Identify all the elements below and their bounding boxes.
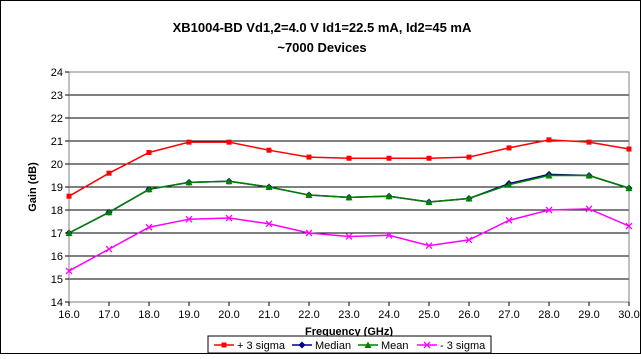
series-mean [65, 172, 633, 236]
data-point [145, 185, 153, 193]
x-tick-label: 22.0 [298, 309, 319, 321]
data-point [506, 145, 512, 151]
y-tick-label: 18 [51, 205, 63, 217]
data-point [545, 172, 553, 179]
data-point [345, 232, 353, 240]
legend-label: + 3 sigma [237, 340, 286, 352]
chart-title: XB1004-BD Vd1,2=4.0 V Id1=22.5 mA, Id2=4… [173, 20, 472, 35]
legend-swatch-marker [364, 341, 372, 348]
legend-entry: - 3 sigma [417, 340, 486, 352]
legend-swatch-marker [423, 341, 431, 349]
x-axis-label: Frequency (GHz) [305, 326, 393, 338]
x-tick-label: 19.0 [178, 309, 199, 321]
data-point [185, 215, 193, 223]
legend-swatch-marker [298, 341, 306, 349]
data-point [625, 222, 633, 230]
legend-label: Median [315, 340, 351, 352]
data-point [385, 231, 393, 239]
y-tick-label: 16 [51, 251, 63, 263]
y-axis: 14 15 16 17 18 19 20 21 22 23 24 [51, 67, 69, 309]
data-point [386, 155, 392, 161]
x-tick-label: 21.0 [258, 309, 279, 321]
data-point [225, 177, 233, 185]
data-point [425, 198, 433, 205]
x-tick-label: 16.0 [58, 309, 79, 321]
data-point [585, 205, 593, 213]
data-point [65, 229, 73, 236]
x-tick-label: 20.0 [218, 309, 239, 321]
legend-box [207, 335, 492, 354]
data-point [185, 178, 193, 186]
data-point [466, 154, 472, 160]
data-point [465, 236, 473, 244]
data-point [305, 229, 313, 237]
y-tick-label: 17 [51, 228, 63, 240]
series-3-sigma [66, 137, 632, 199]
y-tick-label: 14 [51, 297, 63, 309]
chart-subtitle: ~7000 Devices [277, 40, 366, 55]
x-tick-label: 30.0 [618, 309, 639, 321]
data-point [425, 242, 433, 250]
legend: + 3 sigma Median Mean - 3 sigma [214, 340, 486, 352]
data-point [626, 146, 632, 152]
data-point [585, 172, 593, 179]
data-point [66, 193, 72, 199]
data-point [505, 216, 513, 224]
x-tick-label: 28.0 [538, 309, 559, 321]
y-tick-label: 22 [51, 113, 63, 125]
data-point [345, 193, 353, 201]
data-point [505, 181, 513, 188]
data-point [105, 245, 113, 253]
data-point [65, 267, 73, 275]
x-tick-label: 25.0 [418, 309, 439, 321]
y-tick-label: 23 [51, 90, 63, 102]
x-tick-label: 23.0 [338, 309, 359, 321]
x-tick-label: 18.0 [138, 309, 159, 321]
x-axis: 16.0 17.0 18.0 19.0 20.0 21.0 22.0 23.0 24.0 25.0… [58, 302, 640, 321]
data-point [625, 184, 633, 192]
x-tick-label: 27.0 [498, 309, 519, 321]
y-tick-label: 21 [51, 136, 63, 148]
legend-entry: Mean [358, 340, 409, 352]
data-point [265, 183, 273, 190]
legend-swatch-marker [221, 342, 227, 348]
y-tick-label: 19 [51, 182, 63, 194]
x-tick-label: 24.0 [378, 309, 399, 321]
data-point [186, 139, 192, 145]
series-3-sigma [65, 205, 633, 275]
data-point [145, 223, 153, 231]
y-tick-label: 24 [51, 67, 63, 79]
data-point [266, 147, 272, 153]
y-axis-label: Gain (dB) [27, 162, 39, 212]
legend-entry: Median [292, 340, 351, 352]
y-tick-label: 15 [51, 274, 63, 286]
data-point [465, 195, 473, 202]
data-point [106, 170, 112, 176]
data-point [385, 192, 393, 200]
data-point [545, 206, 553, 214]
y-tick-label: 20 [51, 159, 63, 171]
data-point [546, 137, 552, 143]
data-point [105, 208, 113, 216]
data-point [146, 150, 152, 155]
series-group [65, 137, 633, 275]
data-point [225, 214, 233, 222]
legend-entry: + 3 sigma [214, 340, 286, 352]
data-point [265, 220, 273, 228]
data-point [305, 191, 313, 199]
x-tick-label: 17.0 [98, 309, 119, 321]
data-point [306, 154, 312, 160]
data-point [346, 155, 352, 161]
x-tick-label: 29.0 [578, 309, 599, 321]
legend-label: Mean [381, 340, 409, 352]
data-point [586, 139, 592, 145]
legend-label: - 3 sigma [440, 340, 486, 352]
data-point [426, 155, 432, 161]
data-point [226, 139, 232, 145]
x-tick-label: 26.0 [458, 309, 479, 321]
